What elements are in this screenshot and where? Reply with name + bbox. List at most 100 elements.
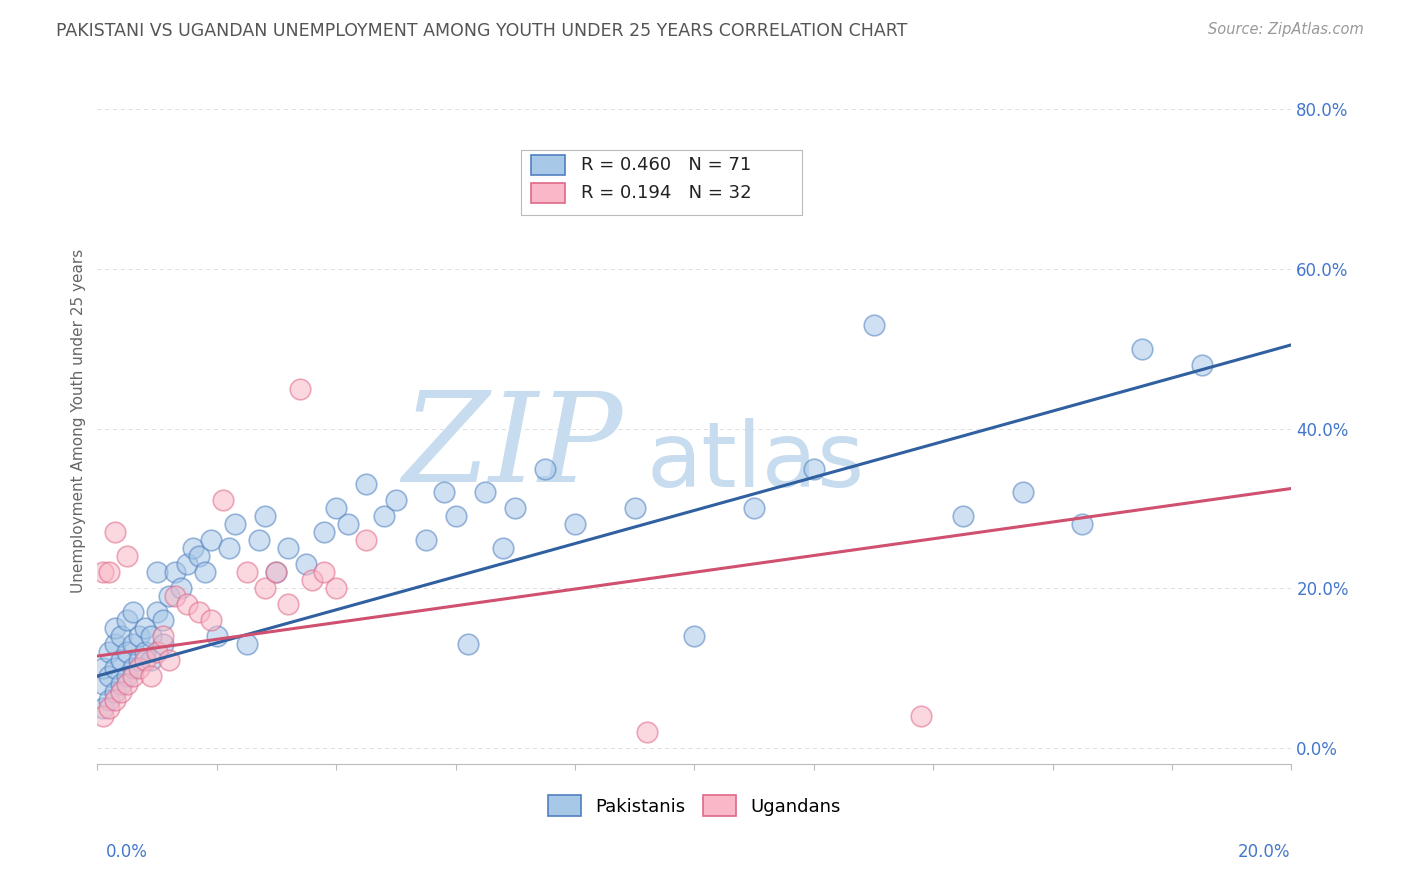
Point — [433, 485, 456, 500]
Point — [91, 709, 114, 723]
Point — [636, 725, 658, 739]
Point — [157, 589, 180, 603]
Point — [181, 541, 204, 556]
Point — [110, 653, 132, 667]
Point — [128, 653, 150, 667]
Point — [235, 566, 257, 580]
Point — [314, 525, 336, 540]
Point — [98, 693, 121, 707]
Point — [134, 653, 156, 667]
Point — [564, 517, 586, 532]
Point — [253, 509, 276, 524]
Point — [115, 677, 138, 691]
Point — [337, 517, 360, 532]
Point — [1071, 517, 1094, 532]
Point — [115, 669, 138, 683]
Point — [110, 629, 132, 643]
Point — [354, 533, 377, 548]
Point — [98, 701, 121, 715]
Point — [98, 669, 121, 683]
Point — [122, 661, 145, 675]
Point — [91, 701, 114, 715]
FancyBboxPatch shape — [531, 154, 565, 175]
Point — [277, 541, 299, 556]
Point — [139, 669, 162, 683]
Point — [742, 501, 765, 516]
Point — [176, 597, 198, 611]
Point — [139, 629, 162, 643]
Point — [104, 621, 127, 635]
Point — [134, 621, 156, 635]
Text: 0.0%: 0.0% — [105, 843, 148, 861]
Point — [224, 517, 246, 532]
Point — [534, 461, 557, 475]
Point — [104, 685, 127, 699]
Point — [952, 509, 974, 524]
Point — [104, 637, 127, 651]
Point — [128, 629, 150, 643]
Point — [115, 549, 138, 564]
Point — [91, 661, 114, 675]
Point — [910, 709, 932, 723]
Point — [444, 509, 467, 524]
Text: R = 0.194   N = 32: R = 0.194 N = 32 — [581, 184, 752, 202]
Point — [373, 509, 395, 524]
Point — [862, 318, 884, 332]
Text: Source: ZipAtlas.com: Source: ZipAtlas.com — [1208, 22, 1364, 37]
Point — [104, 693, 127, 707]
Point — [152, 629, 174, 643]
Point — [1130, 342, 1153, 356]
Point — [98, 645, 121, 659]
Point — [295, 558, 318, 572]
Point — [218, 541, 240, 556]
Point — [104, 661, 127, 675]
Point — [314, 566, 336, 580]
Point — [91, 566, 114, 580]
Point — [187, 549, 209, 564]
Point — [211, 493, 233, 508]
Point — [104, 525, 127, 540]
Point — [803, 461, 825, 475]
Point — [110, 677, 132, 691]
Point — [139, 653, 162, 667]
FancyBboxPatch shape — [531, 183, 565, 202]
Point — [235, 637, 257, 651]
Text: atlas: atlas — [647, 417, 865, 506]
Point — [205, 629, 228, 643]
Text: PAKISTANI VS UGANDAN UNEMPLOYMENT AMONG YOUTH UNDER 25 YEARS CORRELATION CHART: PAKISTANI VS UGANDAN UNEMPLOYMENT AMONG … — [56, 22, 908, 40]
Point — [1011, 485, 1033, 500]
Point — [115, 645, 138, 659]
Point — [115, 613, 138, 627]
Point — [110, 685, 132, 699]
Y-axis label: Unemployment Among Youth under 25 years: Unemployment Among Youth under 25 years — [72, 249, 86, 593]
Point — [170, 581, 193, 595]
Point — [290, 382, 312, 396]
Point — [163, 566, 186, 580]
Point — [187, 605, 209, 619]
FancyBboxPatch shape — [522, 150, 801, 215]
Point — [157, 653, 180, 667]
Point — [163, 589, 186, 603]
Point — [301, 574, 323, 588]
Point — [325, 581, 347, 595]
Text: ZIP: ZIP — [402, 387, 623, 508]
Point — [152, 637, 174, 651]
Point — [1191, 358, 1213, 372]
Text: R = 0.460   N = 71: R = 0.460 N = 71 — [581, 155, 751, 174]
Point — [134, 645, 156, 659]
Point — [146, 605, 169, 619]
Point — [176, 558, 198, 572]
Point — [415, 533, 437, 548]
Point — [492, 541, 515, 556]
Point — [385, 493, 408, 508]
Point — [91, 677, 114, 691]
Point — [98, 566, 121, 580]
Text: 20.0%: 20.0% — [1239, 843, 1291, 861]
Point — [623, 501, 645, 516]
Point — [200, 533, 222, 548]
Point — [503, 501, 526, 516]
Point — [122, 637, 145, 651]
Point — [457, 637, 479, 651]
Point — [146, 645, 169, 659]
Point — [474, 485, 496, 500]
